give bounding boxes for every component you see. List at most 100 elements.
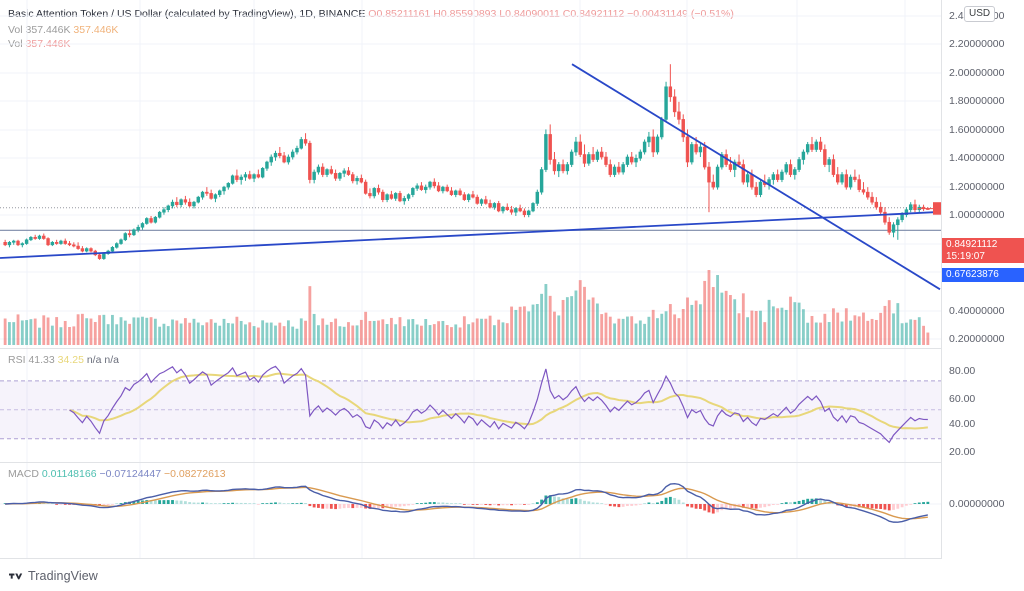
macd-histogram-bar (570, 498, 574, 504)
macd-histogram-bar (368, 504, 372, 509)
candle-body (243, 174, 248, 178)
macd-histogram-bar (544, 495, 548, 504)
macd-histogram-bar (707, 504, 711, 513)
candle-body (381, 191, 385, 200)
trendline-descending-resistance[interactable] (571, 63, 941, 291)
volume-bar (166, 326, 170, 345)
candle-body (462, 194, 467, 200)
tradingview-mark-icon (9, 573, 23, 580)
secondary-price-badge[interactable]: 0.67623876 (942, 268, 1024, 282)
price-pane[interactable] (0, 0, 942, 348)
macd-histogram-bar (102, 504, 106, 506)
candle-body (187, 201, 192, 207)
volume-bar (866, 320, 870, 345)
macd-histogram-bar (329, 504, 333, 509)
candle-body (634, 157, 638, 163)
candle-body (668, 86, 673, 98)
candle-body (192, 201, 196, 207)
volume-bar (265, 322, 269, 345)
macd-histogram-bar (256, 504, 260, 505)
currency-badge[interactable]: USD (964, 6, 996, 22)
candle-body (162, 209, 166, 213)
macd-histogram-bar (441, 502, 445, 504)
volume-bar (50, 325, 54, 345)
candle-body (46, 238, 50, 246)
candle-body (805, 144, 810, 153)
candle-body (132, 229, 136, 236)
volume-bar (690, 304, 694, 345)
volume-bar (733, 299, 737, 345)
volume-bar (222, 318, 226, 345)
volume-bar (12, 322, 16, 345)
macd-histogram-bar (668, 496, 672, 504)
trendline-ascending-support[interactable] (0, 208, 942, 259)
volume-bar (789, 296, 792, 345)
price-chart-canvas[interactable] (0, 0, 942, 348)
rsi-chart-canvas[interactable] (0, 349, 942, 462)
candle-body (913, 204, 917, 210)
candle-body (840, 174, 844, 183)
ohlc-open: O0.85211161 (368, 8, 431, 20)
macd-histogram-bar (892, 504, 895, 510)
volume-bar (844, 308, 848, 345)
symbol-legend[interactable]: Basic Attention Token / US Dollar (calcu… (8, 8, 734, 21)
volume-bar (806, 322, 810, 345)
volume-bar (707, 270, 711, 345)
candle-body (527, 210, 531, 216)
macd-histogram-bar (540, 499, 544, 504)
macd-line (5, 483, 928, 523)
volume-bar (218, 325, 222, 345)
volume-bar (214, 322, 217, 345)
last-price-badge[interactable]: 0.84921112 15:19:07 (942, 238, 1024, 263)
macd-histogram-bar (874, 504, 878, 509)
candle-body (432, 181, 437, 187)
rsi-legend[interactable]: RSI 41.33 34.25 n/a n/a (8, 354, 119, 367)
volume-bar (46, 317, 50, 345)
candle-body (617, 166, 621, 173)
macd-histogram-bar (317, 504, 320, 508)
macd-chart-canvas[interactable] (0, 463, 942, 558)
macd-histogram-bar (312, 504, 316, 508)
candle-body (273, 152, 278, 158)
macd-histogram-bar (415, 503, 419, 504)
price-tick: 0.20000000 (949, 333, 1005, 345)
candle-body (509, 209, 514, 213)
candle-body (552, 159, 557, 172)
candle-body (411, 188, 415, 195)
macd-histogram-bar (162, 500, 166, 504)
candle-body (80, 248, 85, 252)
price-scale[interactable]: 2.400000002.200000002.000000001.80000000… (941, 0, 1024, 558)
volume-bar (76, 314, 80, 345)
macd-histogram-bar (900, 504, 904, 508)
tradingview-logo[interactable]: TradingView (9, 569, 98, 583)
candle-body (218, 190, 222, 195)
candle-body (681, 119, 685, 138)
macd-histogram-bar (278, 502, 282, 504)
macd-histogram-bar (857, 504, 861, 508)
volume-bar (312, 313, 316, 345)
candle-body (76, 245, 80, 249)
volume-bar (291, 326, 295, 345)
volume-legend-primary[interactable]: Vol 357.446K 357.446K (8, 24, 118, 37)
macd-pane[interactable] (0, 463, 942, 558)
volume-bar (128, 323, 132, 345)
volume-bar (484, 318, 488, 345)
macd-histogram-bar (767, 504, 771, 507)
macd-histogram-bar (432, 502, 436, 504)
candle-body (368, 193, 372, 197)
macd-histogram-bar (793, 501, 797, 504)
macd-legend[interactable]: MACD 0.01148166 −0.07124447 −0.08272613 (8, 468, 226, 481)
symbol-title[interactable]: Basic Attention Token / US Dollar (calcu… (8, 8, 366, 20)
candle-body (711, 181, 715, 188)
macd-histogram-bar (321, 504, 325, 509)
candle-body (7, 242, 12, 246)
candle-body (3, 242, 7, 246)
candle-body (37, 235, 42, 239)
candle-body (415, 185, 419, 189)
volume-bar (621, 318, 625, 345)
rsi-pane[interactable] (0, 349, 942, 462)
volume-bar (780, 307, 784, 345)
rsi-moving-average-line (69, 372, 928, 430)
candle-body (690, 144, 694, 163)
volume-bar (814, 322, 818, 345)
